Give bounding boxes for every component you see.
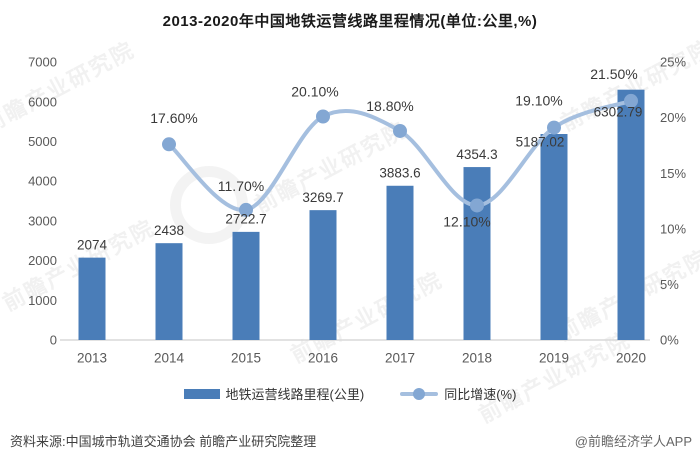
left-axis-tick: 2000	[28, 253, 57, 268]
legend-item-growth: 同比增速(%)	[400, 384, 516, 403]
right-axis-tick: 0%	[660, 333, 679, 348]
growth-rate-label: 19.10%	[515, 93, 562, 109]
x-axis-label: 2016	[308, 351, 338, 366]
bar-value-label: 6302.79	[594, 104, 643, 119]
bar-value-label: 3269.7	[302, 190, 343, 205]
legend-item-mileage: 地铁运营线路里程(公里)	[183, 384, 365, 403]
line-marker	[239, 202, 253, 217]
bar	[78, 257, 106, 340]
legend-label-mileage: 地铁运营线路里程(公里)	[225, 387, 365, 402]
growth-rate-label: 21.50%	[590, 66, 637, 82]
bar-value-label: 2722.7	[225, 212, 266, 227]
line-marker	[547, 120, 561, 135]
bar	[309, 210, 337, 340]
bar	[540, 134, 568, 340]
line-marker	[162, 137, 176, 152]
left-axis-tick: 4000	[28, 174, 57, 189]
left-axis-tick: 1000	[28, 293, 57, 308]
bar-value-label: 2074	[77, 237, 108, 252]
right-axis-tick: 10%	[660, 221, 686, 236]
line-series-swatch	[400, 387, 439, 400]
left-axis-tick: 3000	[28, 213, 57, 228]
right-axis-tick: 15%	[660, 166, 686, 181]
growth-rate-label: 11.70%	[218, 178, 264, 194]
left-axis-tick: 7000	[28, 55, 57, 70]
left-axis-tick: 0	[50, 333, 57, 348]
x-axis-label: 2017	[385, 351, 415, 366]
right-axis-tick: 5%	[660, 277, 679, 292]
x-axis-label: 2018	[462, 351, 492, 366]
growth-rate-label: 18.80%	[366, 98, 413, 114]
line-marker-dot-icon	[413, 387, 426, 400]
legend: 地铁运营线路里程(公里) 同比增速(%)	[0, 384, 700, 403]
bar	[386, 185, 414, 340]
bar-value-label: 4354.3	[456, 147, 497, 162]
x-axis-label: 2020	[616, 351, 646, 366]
bar-value-label: 2438	[154, 223, 184, 238]
bar-value-label: 3883.6	[379, 165, 420, 180]
line-marker	[393, 123, 407, 138]
x-axis-label: 2013	[77, 351, 107, 366]
legend-label-growth: 同比增速(%)	[444, 387, 517, 402]
line-marker	[316, 109, 330, 124]
bar	[463, 167, 491, 340]
x-axis-label: 2014	[154, 351, 185, 366]
page-title: 2013-2020年中国地铁运营线路里程情况(单位:公里,%)	[162, 13, 538, 30]
growth-rate-label: 20.10%	[291, 83, 338, 99]
bar	[617, 89, 645, 340]
right-axis-tick: 20%	[660, 110, 686, 125]
footer: 资料来源:中国城市轨道交通协会 前瞻产业研究院整理 @前瞻经济学人APP	[10, 431, 692, 450]
line-marker	[470, 198, 484, 213]
bar	[155, 243, 183, 340]
combo-chart: 0 1000 2000 3000 4000 5000 6000 7000 0% 5% 10% 15% 2…	[28, 55, 686, 366]
line-marker	[624, 93, 638, 108]
growth-rate-label: 17.60%	[150, 110, 197, 126]
bar-value-label: 5187.02	[516, 135, 565, 150]
source-note: 资料来源:中国城市轨道交通协会 前瞻产业研究院整理	[10, 434, 317, 449]
x-axis-label: 2015	[231, 351, 261, 366]
growth-rate-label: 12.10%	[443, 213, 490, 229]
left-axis-tick: 6000	[28, 94, 57, 109]
bar-series-swatch	[183, 388, 220, 399]
x-axis-label: 2019	[539, 351, 569, 366]
left-axis-tick: 5000	[28, 134, 57, 149]
right-axis-tick: 25%	[660, 55, 686, 70]
brand-credit: @前瞻经济学人APP	[574, 434, 692, 449]
bar	[232, 231, 260, 340]
